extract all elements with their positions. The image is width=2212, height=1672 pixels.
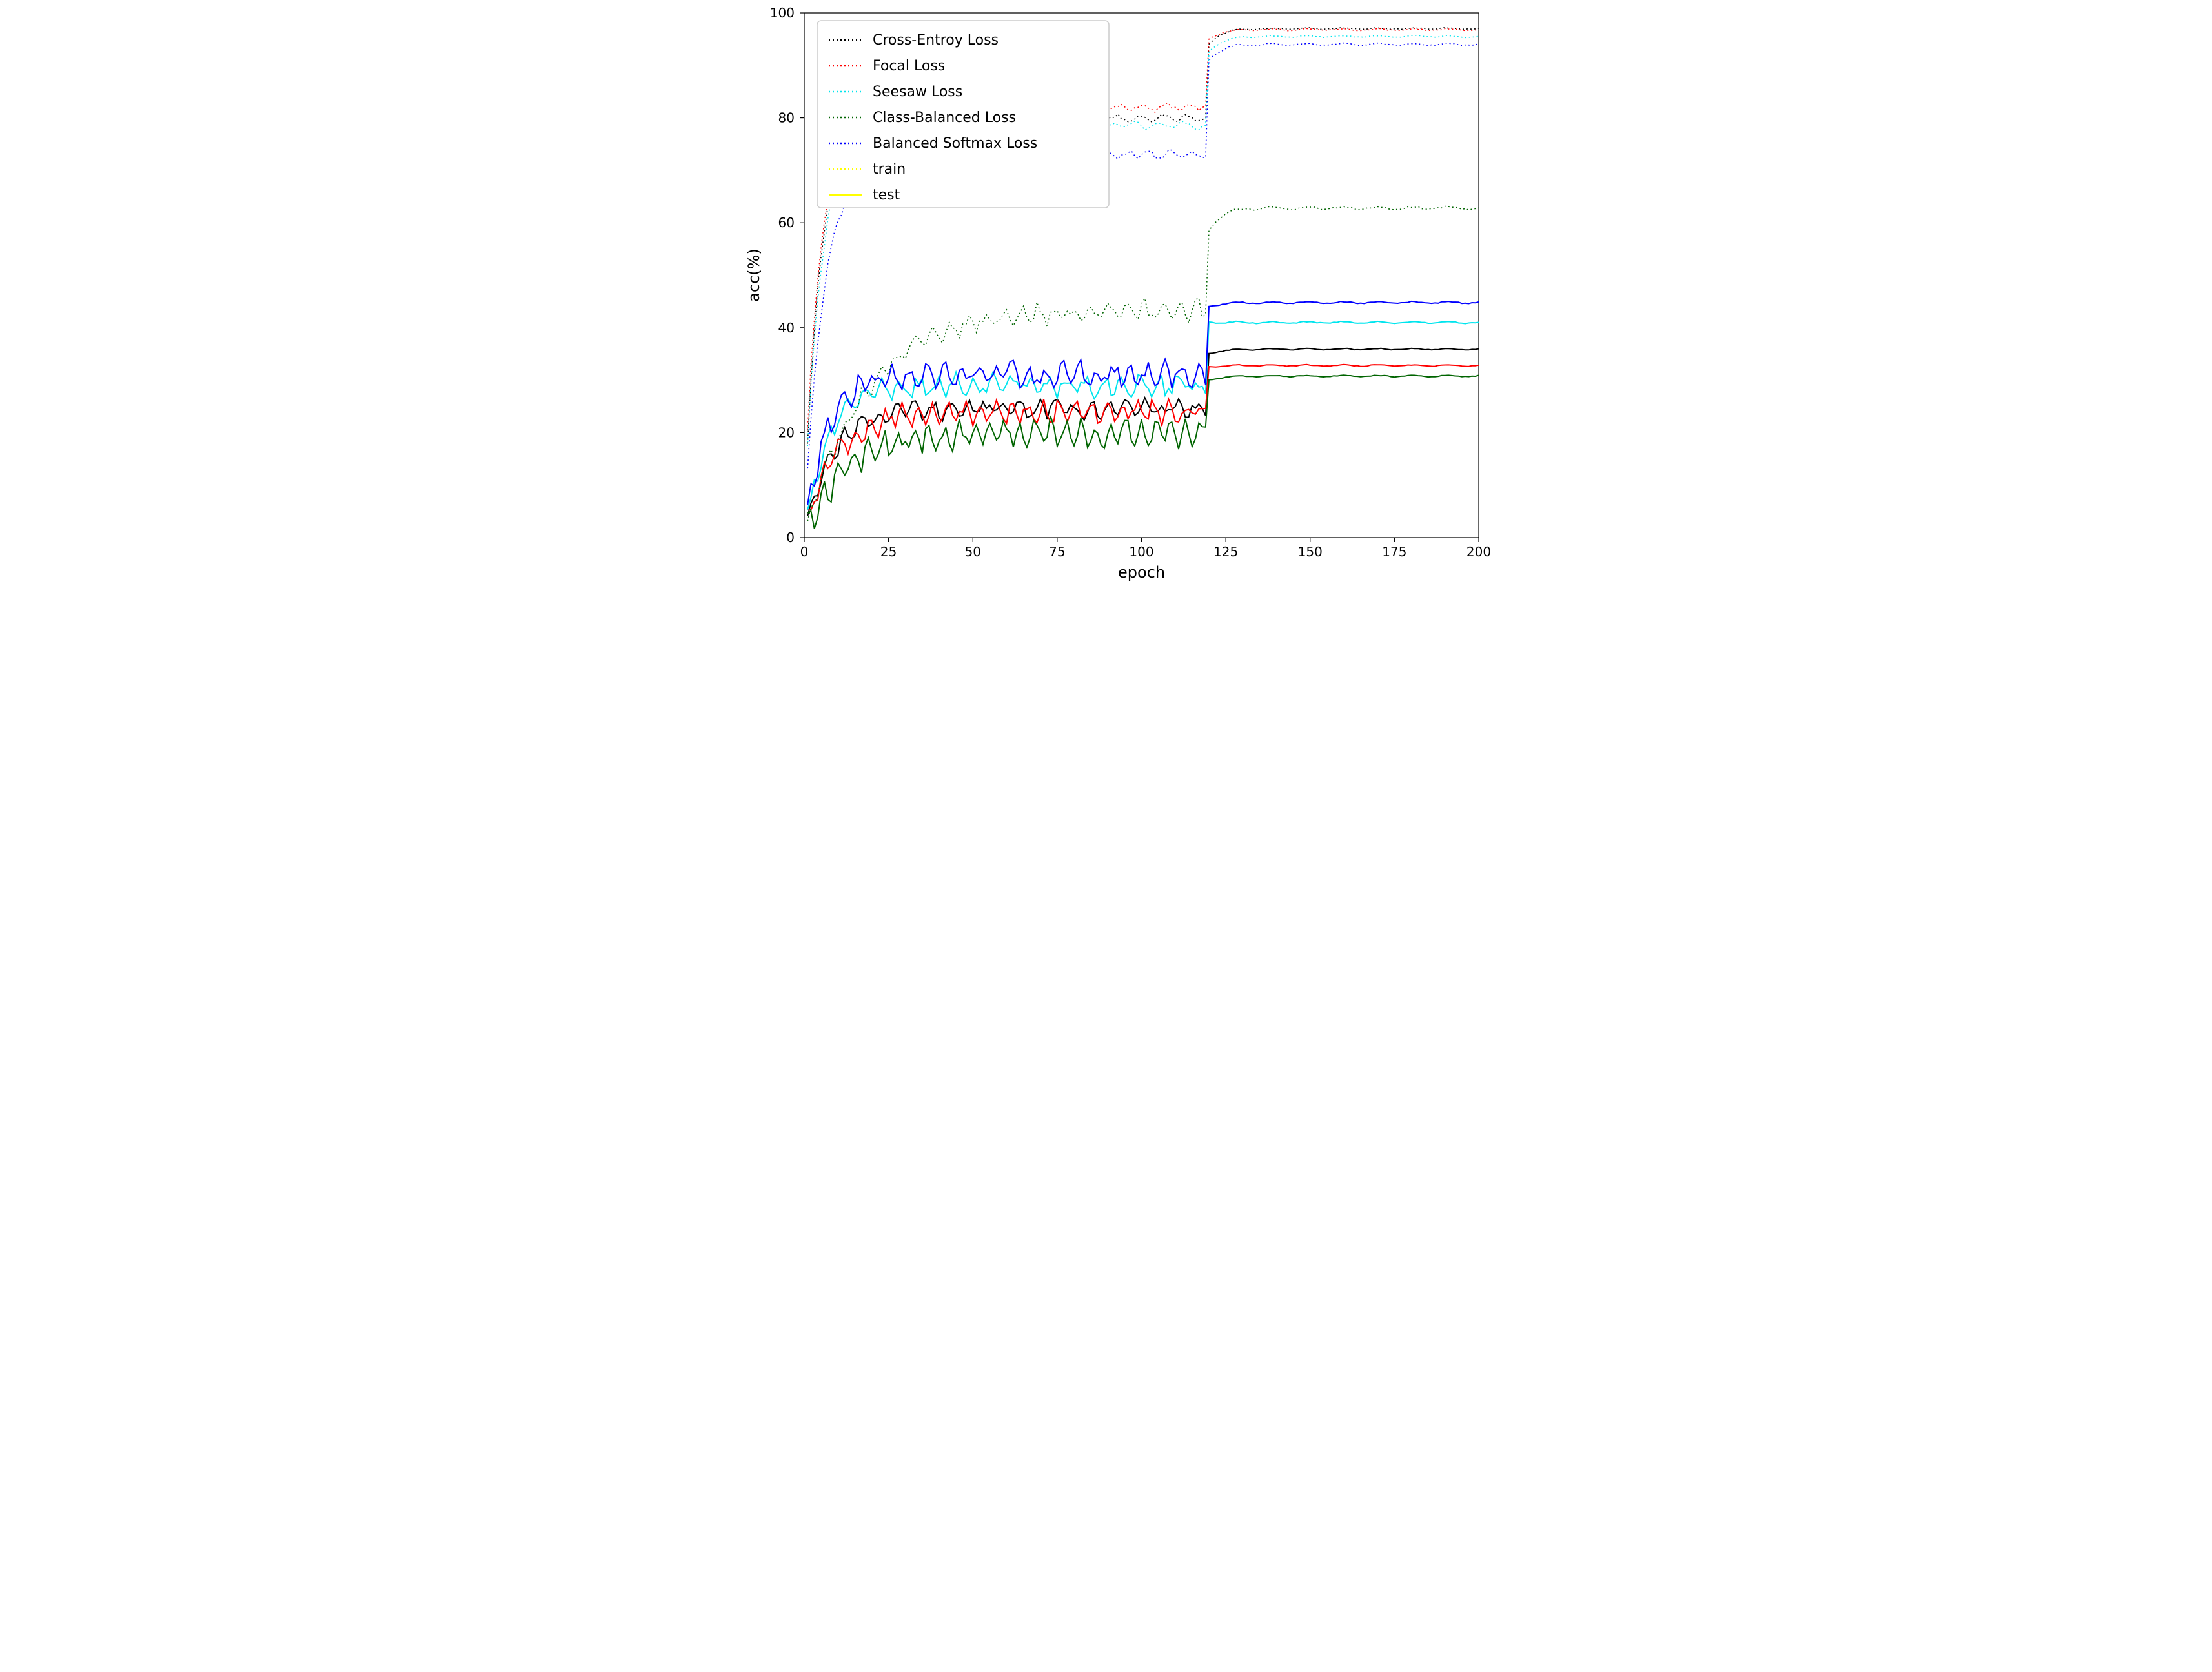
- y-tick-label: 0: [786, 530, 795, 545]
- x-axis-label: epoch: [1118, 563, 1165, 581]
- y-tick-label: 80: [778, 110, 795, 126]
- legend-label: train: [873, 161, 906, 177]
- x-tick-label: 125: [1213, 544, 1238, 559]
- y-axis-label: acc(%): [745, 248, 763, 302]
- x-tick-label: 150: [1298, 544, 1323, 559]
- accuracy-chart: 0 25 50 75 100 125 150 175 200 0 20 40 60 80 100 epoch a…: [707, 0, 1505, 602]
- legend-label: Focal Loss: [873, 58, 945, 74]
- legend-label: Cross-Entroy Loss: [873, 32, 999, 48]
- legend-label: test: [873, 187, 900, 203]
- x-tick-label: 75: [1049, 544, 1065, 559]
- x-tick-label: 25: [880, 544, 897, 559]
- x-tick-label: 0: [800, 544, 809, 559]
- x-tick-label: 50: [965, 544, 981, 559]
- legend-label: Class-Balanced Loss: [873, 110, 1016, 126]
- legend-label: Seesaw Loss: [873, 84, 962, 100]
- x-tick-label: 175: [1382, 544, 1406, 559]
- legend: Cross-Entroy Loss Focal Loss Seesaw Loss Cl…: [817, 21, 1109, 208]
- chart-svg: 0 25 50 75 100 125 150 175 200 0 20 40 60 80 100 epoch a…: [707, 0, 1505, 602]
- y-tick-label: 60: [778, 215, 795, 230]
- y-tick-label: 20: [778, 425, 795, 440]
- y-tick-label: 40: [778, 320, 795, 336]
- y-tick-label: 100: [770, 5, 795, 21]
- x-tick-label: 200: [1466, 544, 1491, 559]
- legend-label: Balanced Softmax Loss: [873, 136, 1037, 152]
- x-tick-label: 100: [1129, 544, 1153, 559]
